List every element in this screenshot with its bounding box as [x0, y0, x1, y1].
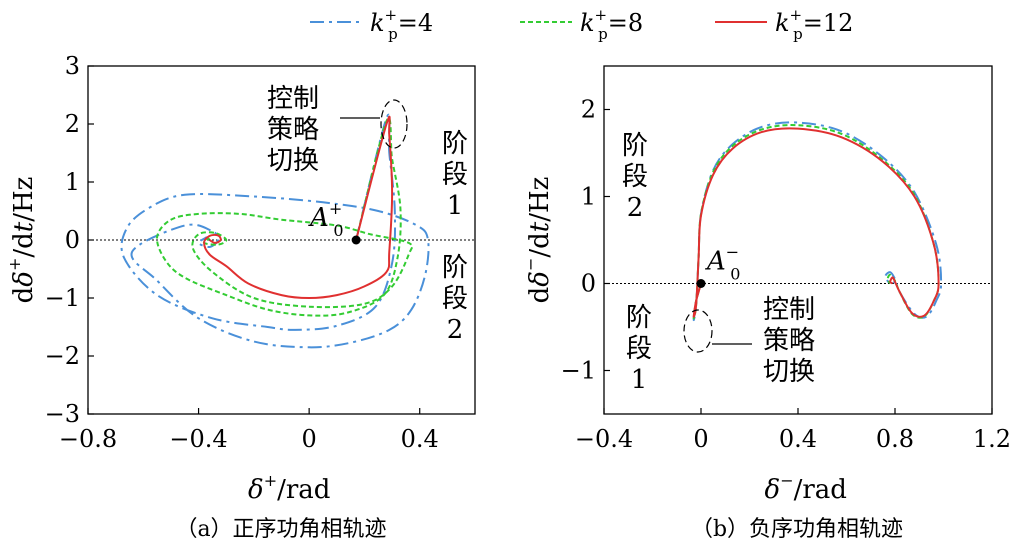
y-tick-label: 0 — [581, 270, 596, 298]
switch-ellipse — [683, 309, 713, 353]
x-tick-label: −0.4 — [575, 425, 633, 453]
annotation-control-switch: 控制策略切换 — [267, 84, 319, 176]
series-line — [692, 121, 943, 322]
x-tick-label: 0 — [693, 425, 708, 453]
series-line — [120, 113, 430, 349]
legend: k+ p=4 k+ p=8 k+ p=12 — [310, 6, 853, 43]
x-axis-label: δ+/rad — [248, 471, 330, 505]
series-line — [692, 127, 940, 318]
legend-label: k+ p=4 — [370, 6, 433, 43]
y-tick-label: 0 — [65, 226, 80, 254]
series-line — [156, 117, 414, 317]
y-tick-label: −3 — [45, 400, 80, 428]
series-line — [203, 115, 394, 300]
y-tick-label: 1 — [581, 183, 596, 211]
y-tick-label: −2 — [45, 342, 80, 370]
y-axis-label: dδ+/dt/Hz — [5, 177, 39, 304]
y-tick-label: −1 — [561, 357, 596, 385]
annotation-stage-2: 阶段 2 — [442, 253, 468, 345]
y-axis-label: dδ−/dt/Hz — [521, 177, 555, 304]
x-tick-label: −0.8 — [59, 425, 117, 453]
caption-b: （b）负序功角相轨迹 — [691, 517, 903, 542]
chart-panel-a: −0.8 −0.4 0 0.4 −3 −2 −1 0 1 2 3 δ+/rad dδ+/dt/Hz A+ 0… — [5, 52, 476, 505]
annotation-stage-1: 阶段 1 — [626, 303, 652, 395]
x-tick-label: 0 — [302, 425, 317, 453]
caption-a: （a）正序功角相轨迹 — [175, 517, 386, 542]
annotation-stage-2: 阶段 2 — [622, 131, 648, 223]
annotation-stage-1: 阶段 1 — [442, 129, 468, 221]
switch-ellipse — [380, 99, 408, 149]
x-tick-label: 0.4 — [401, 425, 439, 453]
legend-item: k+ p=8 — [520, 6, 643, 43]
x-axis-label: δ−/rad — [765, 471, 847, 505]
legend-label: k+ p=8 — [580, 6, 643, 43]
start-point-label: A− 0 — [705, 243, 740, 284]
x-tick-label: −0.4 — [169, 425, 227, 453]
legend-item: k+ p=4 — [310, 6, 433, 43]
y-tick-label: 2 — [65, 110, 80, 138]
y-tick-label: −1 — [45, 284, 80, 312]
annotation-control-switch: 控制策略切换 — [763, 295, 815, 387]
start-point-label: A+ 0 — [308, 199, 343, 240]
x-tick-label: 1.2 — [973, 425, 1011, 453]
y-tick-label: 3 — [65, 52, 80, 80]
y-tick-label: 2 — [581, 96, 596, 124]
legend-item: k+ p=12 — [715, 6, 853, 43]
start-point — [696, 279, 706, 288]
x-tick-label: 0.4 — [779, 425, 817, 453]
x-tick-label: 0.8 — [876, 425, 914, 453]
y-tick-label: 1 — [65, 168, 80, 196]
chart-panel-b: −0.4 0 0.4 0.8 1.2 −1 0 1 2 δ−/rad dδ−/dt/Hz A− 0 控制策… — [521, 65, 1011, 505]
legend-label: k+ p=12 — [775, 6, 853, 43]
start-point — [351, 235, 361, 245]
series-line — [692, 124, 940, 320]
